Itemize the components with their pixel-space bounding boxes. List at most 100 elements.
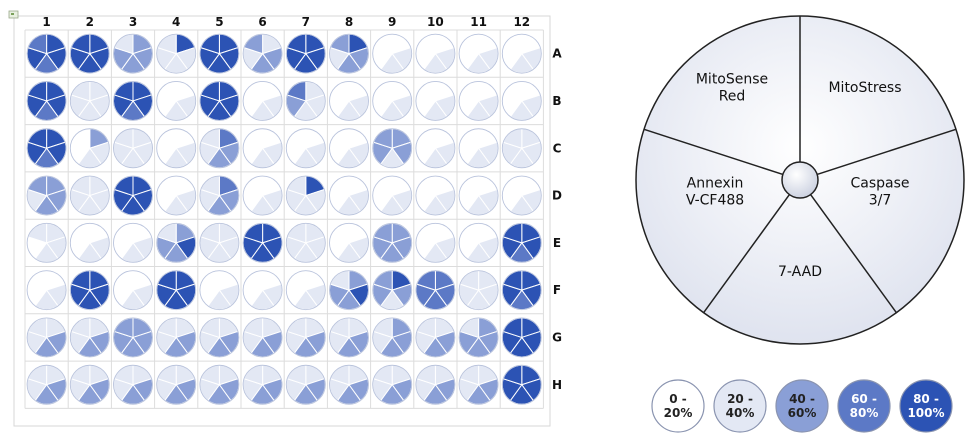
well-E8 <box>329 222 369 263</box>
well-H9 <box>372 364 413 405</box>
well-outline <box>26 175 67 216</box>
well-outline <box>199 80 240 121</box>
well-outline <box>285 317 326 358</box>
well-outline <box>285 270 326 311</box>
well-outline <box>113 317 153 358</box>
well-outline <box>285 128 326 169</box>
well-C8 <box>329 128 369 169</box>
well-A11 <box>458 33 499 74</box>
well-C2 <box>69 128 110 169</box>
well-outline <box>285 33 326 74</box>
well-E10 <box>415 222 456 263</box>
row-label: E <box>553 236 561 250</box>
well-outline <box>26 33 67 74</box>
well-D3 <box>113 175 153 216</box>
well-outline <box>26 317 67 358</box>
well-outline <box>242 128 283 169</box>
well-outline <box>242 317 283 358</box>
well-outline <box>199 317 240 358</box>
well-outline <box>113 80 153 121</box>
legend-item: 60 -80% <box>837 379 891 433</box>
well-outline <box>415 317 456 358</box>
column-label: 2 <box>86 15 94 29</box>
well-C9 <box>372 128 413 169</box>
well-outline <box>329 270 369 311</box>
well-F2 <box>69 270 110 311</box>
well-outline <box>26 222 67 263</box>
well-outline <box>156 175 197 216</box>
well-outline <box>458 80 499 121</box>
well-outline <box>242 270 283 311</box>
well-G4 <box>156 317 197 358</box>
well-G10 <box>415 317 456 358</box>
well-G12 <box>501 317 542 358</box>
row-labels: A B C D E F G H <box>552 47 562 392</box>
well-outline <box>156 222 197 263</box>
well-C6 <box>242 128 283 169</box>
well-H10 <box>415 364 456 405</box>
well-D9 <box>372 175 413 216</box>
well-outline <box>501 222 542 263</box>
well-outline <box>156 80 197 121</box>
well-outline <box>69 270 110 311</box>
well-outline <box>242 364 283 405</box>
row-label: F <box>553 283 561 297</box>
well-F5 <box>199 270 240 311</box>
well-H1 <box>26 364 67 405</box>
column-label: 9 <box>388 15 396 29</box>
well-G6 <box>242 317 283 358</box>
key-hub <box>781 161 819 199</box>
well-outline <box>501 317 542 358</box>
well-B3 <box>113 80 153 121</box>
well-outline <box>458 33 499 74</box>
well-B12 <box>501 80 542 121</box>
well-outline <box>156 317 197 358</box>
well-outline <box>372 364 413 405</box>
well-F8 <box>329 270 369 311</box>
well-C3 <box>113 128 153 169</box>
well-G2 <box>69 317 110 358</box>
well-E5 <box>199 222 240 263</box>
legend-swatch <box>899 379 953 433</box>
well-D1 <box>26 175 67 216</box>
well-B1 <box>26 80 67 121</box>
well-outline <box>26 270 67 311</box>
well-outline <box>69 128 110 169</box>
well-outline <box>69 317 110 358</box>
well-outline <box>199 222 240 263</box>
well-outline <box>199 175 240 216</box>
color-scale-legend: 0 -20% 20 -40% 40 -60% 60 -80% 80 -100% <box>651 379 953 433</box>
well-outline <box>415 364 456 405</box>
well-C1 <box>26 128 67 169</box>
well-outline <box>458 270 499 311</box>
column-label: 1 <box>42 15 50 29</box>
well-E6 <box>242 222 283 263</box>
well-D7 <box>285 175 326 216</box>
legend-label: 40 -60% <box>788 392 817 420</box>
well-outline <box>113 222 153 263</box>
row-label: G <box>552 330 562 344</box>
well-outline <box>113 364 153 405</box>
well-outline <box>329 364 369 405</box>
well-outline <box>242 80 283 121</box>
well-G5 <box>199 317 240 358</box>
well-C12 <box>501 128 542 169</box>
well-G3 <box>113 317 153 358</box>
row-label: C <box>553 141 562 155</box>
well-B4 <box>156 80 197 121</box>
well-outline <box>285 364 326 405</box>
well-outline <box>501 33 542 74</box>
well-H8 <box>329 364 369 405</box>
legend-label: 0 -20% <box>664 392 693 420</box>
well-outline <box>501 364 542 405</box>
well-outline <box>113 270 153 311</box>
well-outline <box>415 33 456 74</box>
well-G9 <box>372 317 413 358</box>
well-H12 <box>501 364 542 405</box>
well-outline <box>372 222 413 263</box>
well-H11 <box>458 364 499 405</box>
well-D12 <box>501 175 542 216</box>
well-F3 <box>113 270 153 311</box>
well-H7 <box>285 364 326 405</box>
